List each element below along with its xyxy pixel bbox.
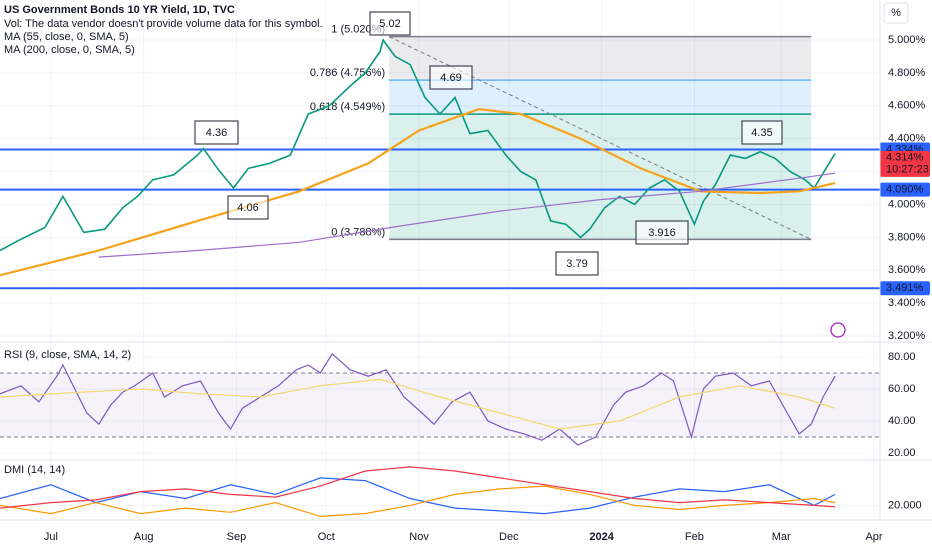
y-tick-label: 3.800% xyxy=(888,231,926,243)
alert-icon[interactable] xyxy=(830,322,846,338)
price-tag-label: 3.491% xyxy=(886,282,924,294)
y-tick-label: 40.00 xyxy=(888,415,916,427)
fib-label: 0.786 (4.756%) xyxy=(310,67,385,79)
last-price-label: 4.314% xyxy=(886,152,924,164)
y-tick-label: 4.000% xyxy=(888,198,926,210)
volume-note: Vol: The data vendor doesn't provide vol… xyxy=(4,18,323,30)
rsi-band xyxy=(0,373,880,437)
y-tick-label: 4.600% xyxy=(888,100,926,112)
fib-label: 0.618 (4.549%) xyxy=(310,101,385,113)
annotation-box xyxy=(227,195,269,220)
y-tick-label: 20.000 xyxy=(888,499,922,511)
x-tick-label: Jul xyxy=(44,531,58,543)
price-tag xyxy=(880,182,930,197)
rsi-title: RSI (9, close, SMA, 14, 2) xyxy=(4,349,131,361)
annotation-box xyxy=(429,65,473,90)
x-tick-label: Aug xyxy=(134,531,154,543)
series-line xyxy=(0,107,836,277)
series-line xyxy=(0,477,836,515)
x-tick-label: Nov xyxy=(409,531,429,543)
y-tick-label: 60.00 xyxy=(888,383,916,395)
series-line xyxy=(0,38,836,252)
annotation-text: 4.36 xyxy=(206,127,227,139)
y-tick-label: 4.400% xyxy=(888,133,926,145)
y-tick-label: 3.600% xyxy=(888,264,926,276)
y-tick-label: 4.800% xyxy=(888,67,926,79)
ma55-legend: MA (55, close, 0, SMA, 5) xyxy=(4,31,129,43)
series-line xyxy=(0,466,836,509)
x-tick-label: Feb xyxy=(685,531,704,543)
annotation-box xyxy=(741,120,783,145)
series-line xyxy=(0,352,836,446)
y-tick-label: 3.200% xyxy=(888,330,926,342)
chart-title: US Government Bonds 10 YR Yield, 1D, TVC xyxy=(4,4,235,16)
series-line xyxy=(98,172,836,258)
annotation-box xyxy=(555,251,599,276)
unit-button-label[interactable]: % xyxy=(891,7,901,19)
annotation-box xyxy=(369,11,411,36)
y-tick-label: 5.000% xyxy=(888,34,926,46)
annotation-text: 3.916 xyxy=(648,227,676,239)
annotation-text: 5.02 xyxy=(379,18,400,30)
annotation-text: 4.69 xyxy=(440,72,461,84)
x-tick-label: Apr xyxy=(865,531,882,543)
y-tick-label: 80.00 xyxy=(888,351,916,363)
annotation-box xyxy=(635,220,689,245)
x-tick-label: Oct xyxy=(318,531,335,543)
annotation-text: 4.06 xyxy=(237,202,258,214)
x-tick-label: 2024 xyxy=(589,531,614,543)
x-tick-label: Mar xyxy=(772,531,791,543)
fib-zone xyxy=(389,114,812,240)
last-price-tag xyxy=(880,150,930,177)
annotation-box xyxy=(194,120,239,145)
annotation-text: 3.79 xyxy=(566,258,587,270)
dmi-title: DMI (14, 14) xyxy=(4,464,65,476)
price-tag xyxy=(880,281,930,296)
price-tag-label: 4.090% xyxy=(886,184,924,196)
series-line xyxy=(0,485,836,518)
x-tick-label: Sep xyxy=(227,531,247,543)
countdown-label: 10:27:23 xyxy=(886,164,929,176)
y-tick-label: 20.00 xyxy=(888,447,916,459)
series-line xyxy=(0,378,836,430)
annotation-text: 4.35 xyxy=(751,127,772,139)
unit-button[interactable] xyxy=(883,2,909,24)
x-tick-label: Dec xyxy=(499,531,519,543)
y-tick-label: 3.400% xyxy=(888,297,926,309)
ma200-legend: MA (200, close, 0, SMA, 5) xyxy=(4,44,135,56)
